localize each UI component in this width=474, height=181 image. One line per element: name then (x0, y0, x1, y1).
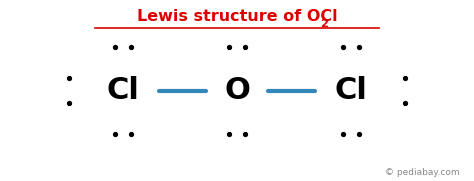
Text: O: O (224, 76, 250, 105)
Text: Cl: Cl (334, 76, 367, 105)
Text: Lewis structure of OCl: Lewis structure of OCl (137, 9, 337, 24)
Text: 2: 2 (320, 19, 328, 29)
Text: © pediabay.com: © pediabay.com (385, 168, 460, 177)
Text: Cl: Cl (107, 76, 140, 105)
